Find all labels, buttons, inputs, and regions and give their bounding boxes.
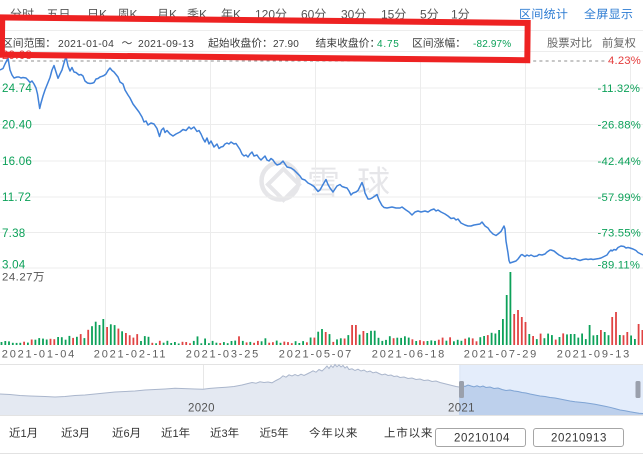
svg-text:-73.55%: -73.55% (598, 228, 641, 240)
svg-text:2021-02-11: 2021-02-11 (94, 348, 167, 360)
svg-text:1: 1 (173, 428, 179, 440)
svg-text:30: 30 (341, 7, 355, 21)
svg-text:2021-09-13: 2021-09-13 (138, 39, 194, 50)
svg-text:20210104: 20210104 (454, 433, 510, 445)
svg-text:2021-09-13: 2021-09-13 (557, 348, 631, 360)
svg-text:K: K (169, 7, 177, 21)
svg-text:3: 3 (222, 428, 228, 440)
svg-text:2021-01-04: 2021-01-04 (58, 39, 114, 50)
svg-text:2021-01-04: 2021-01-04 (2, 348, 76, 360)
svg-text:K: K (130, 7, 138, 21)
svg-text:4.75: 4.75 (377, 39, 400, 50)
svg-text:11.72: 11.72 (2, 191, 31, 204)
svg-text:1: 1 (21, 428, 27, 440)
svg-text:5: 5 (420, 7, 427, 21)
svg-text:1: 1 (451, 7, 458, 21)
svg-text:-11.32%: -11.32% (598, 83, 641, 95)
svg-text:K: K (233, 7, 241, 21)
svg-text:6: 6 (124, 428, 130, 440)
svg-text:-26.88%: -26.88% (598, 120, 641, 132)
svg-text:2021-03-25: 2021-03-25 (186, 348, 260, 360)
svg-text:K: K (99, 7, 107, 21)
svg-text:20.40: 20.40 (2, 119, 32, 132)
svg-text:4.23%: 4.23% (608, 55, 641, 67)
svg-text:24.27: 24.27 (2, 272, 33, 284)
svg-text:-57.99%: -57.99% (598, 192, 641, 204)
svg-text:20210913: 20210913 (551, 433, 607, 445)
svg-text:7.38: 7.38 (2, 227, 25, 240)
svg-text:-89.11%: -89.11% (598, 260, 641, 272)
svg-text:24.74: 24.74 (2, 82, 32, 95)
svg-text:2021-05-07: 2021-05-07 (279, 348, 353, 360)
svg-text:5: 5 (271, 428, 277, 440)
svg-text:3: 3 (73, 428, 79, 440)
svg-text:2020: 2020 (188, 403, 215, 415)
svg-text:27.90: 27.90 (273, 39, 299, 50)
svg-text:3.04: 3.04 (2, 259, 26, 272)
svg-text:2021-06-18: 2021-06-18 (372, 348, 446, 360)
svg-text:15: 15 (381, 7, 395, 21)
svg-text:-42.44%: -42.44% (598, 156, 641, 168)
svg-text:2021-07-29: 2021-07-29 (464, 348, 538, 360)
svg-text:16.06: 16.06 (2, 155, 32, 168)
svg-text:K: K (199, 7, 207, 21)
svg-text:2021: 2021 (448, 403, 475, 415)
svg-text:-82.97%: -82.97% (473, 39, 511, 50)
